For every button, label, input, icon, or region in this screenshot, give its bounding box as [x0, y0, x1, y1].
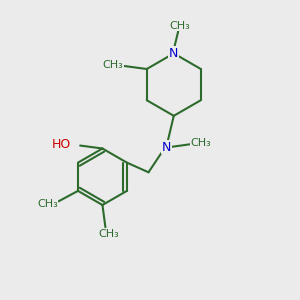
Text: CH₃: CH₃ — [98, 229, 119, 239]
Text: N: N — [169, 47, 178, 60]
Text: HO: HO — [51, 138, 70, 152]
Text: CH₃: CH₃ — [190, 138, 211, 148]
Text: CH₃: CH₃ — [102, 59, 123, 70]
Text: CH₃: CH₃ — [37, 199, 58, 209]
Text: CH₃: CH₃ — [169, 21, 190, 31]
Text: N: N — [162, 140, 171, 154]
